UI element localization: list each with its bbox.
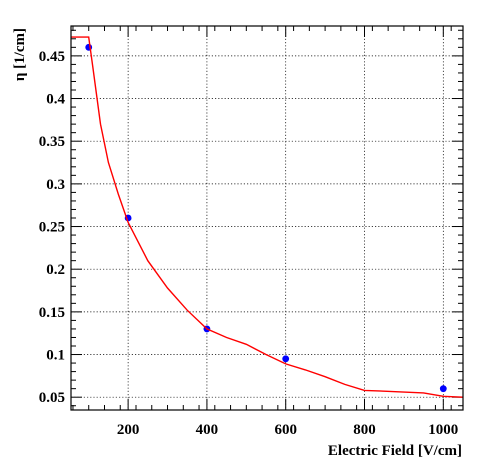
y-axis-title: η [1/cm] <box>12 28 28 81</box>
plot-area <box>71 26 463 410</box>
y-tick-label: 0.45 <box>39 49 65 65</box>
x-tick-label: 800 <box>353 422 376 438</box>
data-point <box>439 385 447 393</box>
y-tick-label: 0.35 <box>39 134 65 150</box>
y-tick-label: 0.15 <box>39 305 65 321</box>
x-axis-title: Electric Field [V/cm] <box>328 443 462 459</box>
y-tick-label: 0.25 <box>39 220 65 236</box>
y-tick-label: 0.2 <box>46 262 65 278</box>
tick-labels: 200 400 600 800 1000 0.05 0.1 0.15 0.2 0.25 0.3 0.3… <box>39 49 459 438</box>
series <box>71 36 464 398</box>
x-tick-label: 600 <box>274 422 297 438</box>
x-tick-label: 1000 <box>428 422 458 438</box>
x-tick-label: 400 <box>196 422 219 438</box>
x-tick-label: 200 <box>117 422 140 438</box>
plot-frame <box>70 25 464 411</box>
y-tick-label: 0.05 <box>39 390 65 406</box>
y-tick-label: 0.4 <box>46 92 65 108</box>
axis-ticks <box>71 26 463 410</box>
grid <box>71 26 463 410</box>
y-tick-label: 0.1 <box>46 348 65 364</box>
data-point <box>282 355 290 363</box>
y-tick-label: 0.3 <box>46 177 65 193</box>
fit-curve-line <box>71 36 464 398</box>
